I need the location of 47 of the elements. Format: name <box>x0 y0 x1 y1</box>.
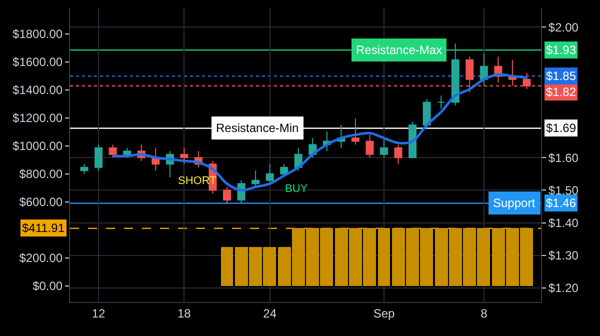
annotation: BUY <box>285 183 308 195</box>
y2-tick-label: $1.40 <box>548 216 579 230</box>
x-tick-label: 12 <box>92 306 106 320</box>
y2-tick-label: $1.69 <box>546 121 576 135</box>
ref-line-label: Resistance-Max <box>356 43 442 57</box>
y2-tick-label: $1.93 <box>546 43 576 57</box>
y-tick-label: $1400.00 <box>12 83 63 98</box>
y2-tick-label: $1.82 <box>546 85 576 99</box>
y2-tick-label: $1.50 <box>548 183 579 198</box>
y2-tick-label: $1.46 <box>546 196 576 210</box>
candlestick <box>266 164 274 184</box>
y2-tick-label: $1.85 <box>546 69 576 83</box>
ref-line-label: Resistance-Min <box>216 121 299 135</box>
candlestick <box>252 170 260 188</box>
y-tick-label: $1800.00 <box>12 27 63 42</box>
candlestick <box>366 134 374 158</box>
y-tick-label: $0.00 <box>32 279 63 294</box>
candlestick <box>223 186 231 204</box>
candlestick <box>180 147 188 165</box>
y2-tick-label: $1.30 <box>548 248 579 263</box>
candlestick <box>123 147 132 158</box>
candlestick <box>94 144 103 172</box>
y-tick-label: $800.00 <box>19 167 63 182</box>
y-tick-label: $1000.00 <box>12 139 63 154</box>
y2-tick-label: $2.00 <box>548 20 579 34</box>
y2-tick-label: $1.60 <box>548 150 579 165</box>
candlestick <box>437 95 446 110</box>
candlestick <box>108 144 117 158</box>
candlestick <box>451 43 460 106</box>
ref-line-label: Support <box>493 196 536 210</box>
candlestick <box>351 118 360 146</box>
y-tick-label: $1600.00 <box>12 55 63 70</box>
candlestick <box>480 52 488 86</box>
candlestick <box>380 138 388 158</box>
x-tick-label: 18 <box>178 306 192 320</box>
y-tick-label: $1200.00 <box>12 111 63 126</box>
x-tick-label: 24 <box>263 306 277 320</box>
candlestick <box>394 144 402 165</box>
candlestick <box>408 121 417 158</box>
x-tick-label: 8 <box>480 306 488 320</box>
y-tick-label: $600.00 <box>19 195 63 210</box>
y-tick-label: $411.91 <box>22 221 65 235</box>
y-tick-label: $200.00 <box>19 251 63 266</box>
candlestick <box>80 164 88 174</box>
x-tick-label: Sep <box>373 306 395 320</box>
y2-tick-label: $1.20 <box>548 281 579 296</box>
candlestick <box>422 98 431 129</box>
